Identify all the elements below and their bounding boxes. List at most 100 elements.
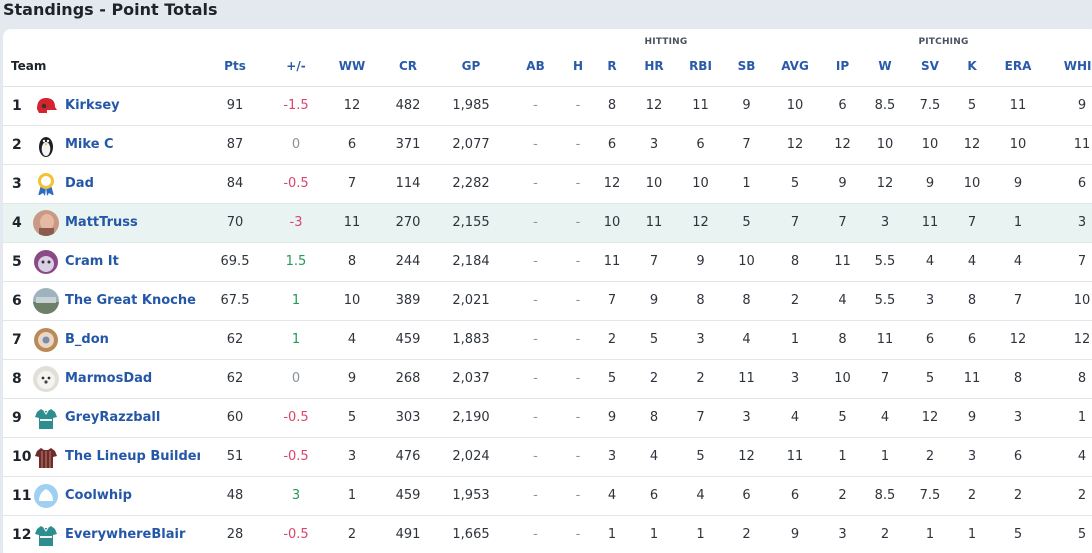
table-row[interactable]: 3 Dad 84 -0.5 7 114 2,282- -12 10 10 1 5 9 12 9 10 9 6 <box>3 164 1092 204</box>
team-name-link[interactable]: The Lineup Builder <box>65 449 200 464</box>
h-cell: - <box>563 203 593 243</box>
k-cell: 6 <box>954 320 990 360</box>
col-header-hr[interactable]: HR <box>631 47 677 87</box>
col-header-plus-minus[interactable]: +/- <box>270 47 322 87</box>
whip-cell: 5 <box>1046 515 1092 553</box>
col-header-k[interactable]: K <box>954 47 990 87</box>
h-cell: - <box>563 476 593 516</box>
gp-cell: 1,883 <box>434 320 508 360</box>
table-row[interactable]: 6 The Great Knoche 67.5 1 10 389 2,021- -7 9 8 8 2 4… <box>3 281 1092 321</box>
whip-cell: 4 <box>1046 437 1092 477</box>
team-name-link[interactable]: Mike C <box>65 137 114 152</box>
col-header-avg[interactable]: AVG <box>769 47 821 87</box>
w-cell: 12 <box>864 164 906 204</box>
whip-cell: 2 <box>1046 476 1092 516</box>
team-name-link[interactable]: GreyRazzball <box>65 410 161 425</box>
col-header-whip[interactable]: WHIP <box>1046 47 1092 87</box>
team-name-link[interactable]: B_don <box>65 332 109 347</box>
k-cell: 9 <box>954 398 990 438</box>
table-row[interactable]: 10 The Lineup Builder 51 -0.5 3 476 2,024- -3 4 5… <box>3 437 1092 477</box>
rank-cell: 2 <box>3 125 33 165</box>
cr-cell: 244 <box>382 242 434 282</box>
table-row[interactable]: 12 EverywhereBlair 28 -0.5 2 491 1,665- -1 1 1 2 9 3… <box>3 515 1092 553</box>
h-cell: - <box>563 320 593 360</box>
team-name-link[interactable]: EverywhereBlair <box>65 527 186 542</box>
cr-cell: 482 <box>382 86 434 126</box>
r-cell: 1 <box>593 515 631 553</box>
plus-minus-cell: -3 <box>270 203 322 243</box>
k-cell: 8 <box>954 281 990 321</box>
ab-cell: - <box>508 281 563 321</box>
team-name-link[interactable]: MattTruss <box>65 215 138 230</box>
col-header-gp[interactable]: GP <box>434 47 508 87</box>
team-name-link[interactable]: MarmosDad <box>65 371 153 386</box>
team-name-link[interactable]: The Great Knoche <box>65 293 196 308</box>
sb-cell: 8 <box>724 281 769 321</box>
pts-cell: 60 <box>200 398 270 438</box>
era-cell: 6 <box>990 437 1046 477</box>
sb-cell: 10 <box>724 242 769 282</box>
table-row[interactable]: 11 Coolwhip 48 3 1 459 1,953- -4 6 4 6 6 2 8.5 7.5 2 2 2 <box>3 476 1092 516</box>
hr-cell: 2 <box>631 359 677 399</box>
team-name-link[interactable]: Kirksey <box>65 98 120 113</box>
cr-cell: 268 <box>382 359 434 399</box>
r-cell: 7 <box>593 281 631 321</box>
pts-cell: 28 <box>200 515 270 553</box>
table-row[interactable]: 7 B_don 62 1 4 459 1,883- -2 5 3 4 1 8 11 6 6 12 12 <box>3 320 1092 360</box>
ab-cell: - <box>508 476 563 516</box>
col-header-era[interactable]: ERA <box>990 47 1046 87</box>
era-cell: 2 <box>990 476 1046 516</box>
table-row[interactable]: 8 MarmosDad 62 0 9 268 2,037- -5 2 2 11 3 10 7 5 11 8 8 <box>3 359 1092 399</box>
col-header-ip[interactable]: IP <box>821 47 864 87</box>
hr-cell: 6 <box>631 476 677 516</box>
avg-cell: 1 <box>769 320 821 360</box>
hr-cell: 3 <box>631 125 677 165</box>
era-cell: 9 <box>990 164 1046 204</box>
col-header-team[interactable]: Team <box>3 47 200 87</box>
w-cell: 10 <box>864 125 906 165</box>
col-header-ab[interactable]: AB <box>508 47 563 87</box>
pts-cell: 62 <box>200 359 270 399</box>
table-row[interactable]: 9 GreyRazzball 60 -0.5 5 303 2,190- -9 8 7 3 4 5 4 12 9… <box>3 398 1092 438</box>
cr-cell: 389 <box>382 281 434 321</box>
rbi-cell: 7 <box>677 398 724 438</box>
plus-minus-cell: -0.5 <box>270 437 322 477</box>
h-cell: - <box>563 515 593 553</box>
hr-cell: 12 <box>631 86 677 126</box>
cr-cell: 476 <box>382 437 434 477</box>
sb-cell: 1 <box>724 164 769 204</box>
col-header-rbi[interactable]: RBI <box>677 47 724 87</box>
table-row[interactable]: 2 Mike C 87 0 6 371 2,077- -6 3 6 7 12 12 10 10 12 10 11 <box>3 125 1092 165</box>
team-name-link[interactable]: Dad <box>65 176 94 191</box>
k-cell: 2 <box>954 476 990 516</box>
ww-cell: 2 <box>322 515 382 553</box>
ab-cell: - <box>508 437 563 477</box>
col-header-h[interactable]: H <box>563 47 593 87</box>
rank-cell: 12 <box>3 515 33 553</box>
col-header-w[interactable]: W <box>864 47 906 87</box>
pts-cell: 51 <box>200 437 270 477</box>
col-header-ww[interactable]: WW <box>322 47 382 87</box>
avg-cell: 8 <box>769 242 821 282</box>
cr-cell: 114 <box>382 164 434 204</box>
r-cell: 12 <box>593 164 631 204</box>
col-header-cr[interactable]: CR <box>382 47 434 87</box>
k-cell: 1 <box>954 515 990 553</box>
sv-cell: 6 <box>906 320 954 360</box>
col-header-pts[interactable]: Pts <box>200 47 270 87</box>
col-header-sb[interactable]: SB <box>724 47 769 87</box>
red-helmet-icon <box>33 92 59 119</box>
team-name-link[interactable]: Coolwhip <box>65 488 132 503</box>
table-row[interactable]: 5 Cram It 69.5 1.5 8 244 2,184- -11 7 9 10 8 11 5.5 4 4… <box>3 242 1092 282</box>
col-header-sv[interactable]: SV <box>906 47 954 87</box>
penguin-icon <box>33 131 59 158</box>
team-name-link[interactable]: Cram It <box>65 254 119 269</box>
table-row[interactable]: 1 Kirksey 91 -1.5 12 482 1,985- -8 12 11 9 10 6 8.5 7.… <box>3 86 1092 126</box>
sv-cell: 4 <box>906 242 954 282</box>
table-row[interactable]: 4 MattTruss 70 -3 11 270 2,155- -10 11 12 5 7 7 3 11 7 1… <box>3 203 1092 243</box>
rbi-cell: 2 <box>677 359 724 399</box>
ww-cell: 12 <box>322 86 382 126</box>
rank-cell: 9 <box>3 398 33 438</box>
hr-cell: 8 <box>631 398 677 438</box>
col-header-r[interactable]: R <box>593 47 631 87</box>
